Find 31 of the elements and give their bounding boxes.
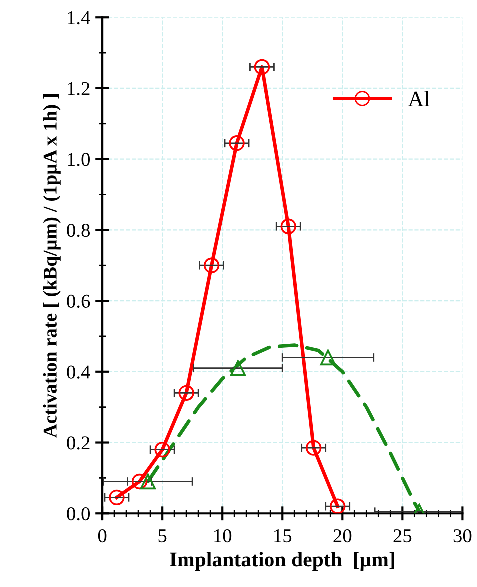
y-tick-label: 0.4 <box>67 366 90 379</box>
point <box>306 440 322 456</box>
point <box>132 474 148 490</box>
y-tick-label: 0.0 <box>67 507 90 521</box>
y-tick-label: 1.0 <box>68 153 90 166</box>
x-tick-label: 10 <box>214 529 232 543</box>
point <box>320 350 336 366</box>
point <box>178 385 194 402</box>
point <box>204 258 220 274</box>
x-tick-label: 15 <box>274 530 292 543</box>
y-axis-title: Activation rate [ (kBq/μm) / (1pμA x 1h) ] <box>43 94 61 438</box>
y-tick-label: 0.6 <box>67 294 90 308</box>
point <box>330 498 346 514</box>
x-tick-label: 0 <box>98 529 107 543</box>
y-tick-label: 1.2 <box>68 82 90 96</box>
point <box>140 474 156 490</box>
point <box>229 136 245 152</box>
legend-label: Al <box>408 91 430 107</box>
point <box>154 442 170 458</box>
x-tick-label: 25 <box>394 530 412 543</box>
x-tick-label: 5 <box>158 530 167 543</box>
point <box>254 59 270 76</box>
y-tick-label: 0.2 <box>67 436 90 450</box>
x-tick-label: 30 <box>454 529 472 543</box>
point <box>109 490 125 506</box>
point <box>280 218 296 234</box>
x-tick-label: 20 <box>334 529 352 543</box>
y-tick-label: 0.8 <box>67 224 90 238</box>
point <box>230 360 246 376</box>
x-axis-title: Implantation depth [μm] <box>170 552 394 571</box>
y-tick-label: 1.4 <box>68 12 90 25</box>
